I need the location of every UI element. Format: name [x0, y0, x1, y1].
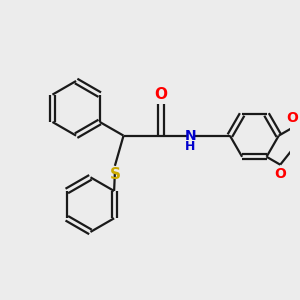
Text: N: N	[185, 129, 196, 142]
Text: H: H	[185, 140, 196, 153]
Text: S: S	[110, 167, 120, 182]
Text: O: O	[154, 87, 167, 102]
Text: O: O	[286, 111, 298, 125]
Text: O: O	[274, 167, 286, 181]
